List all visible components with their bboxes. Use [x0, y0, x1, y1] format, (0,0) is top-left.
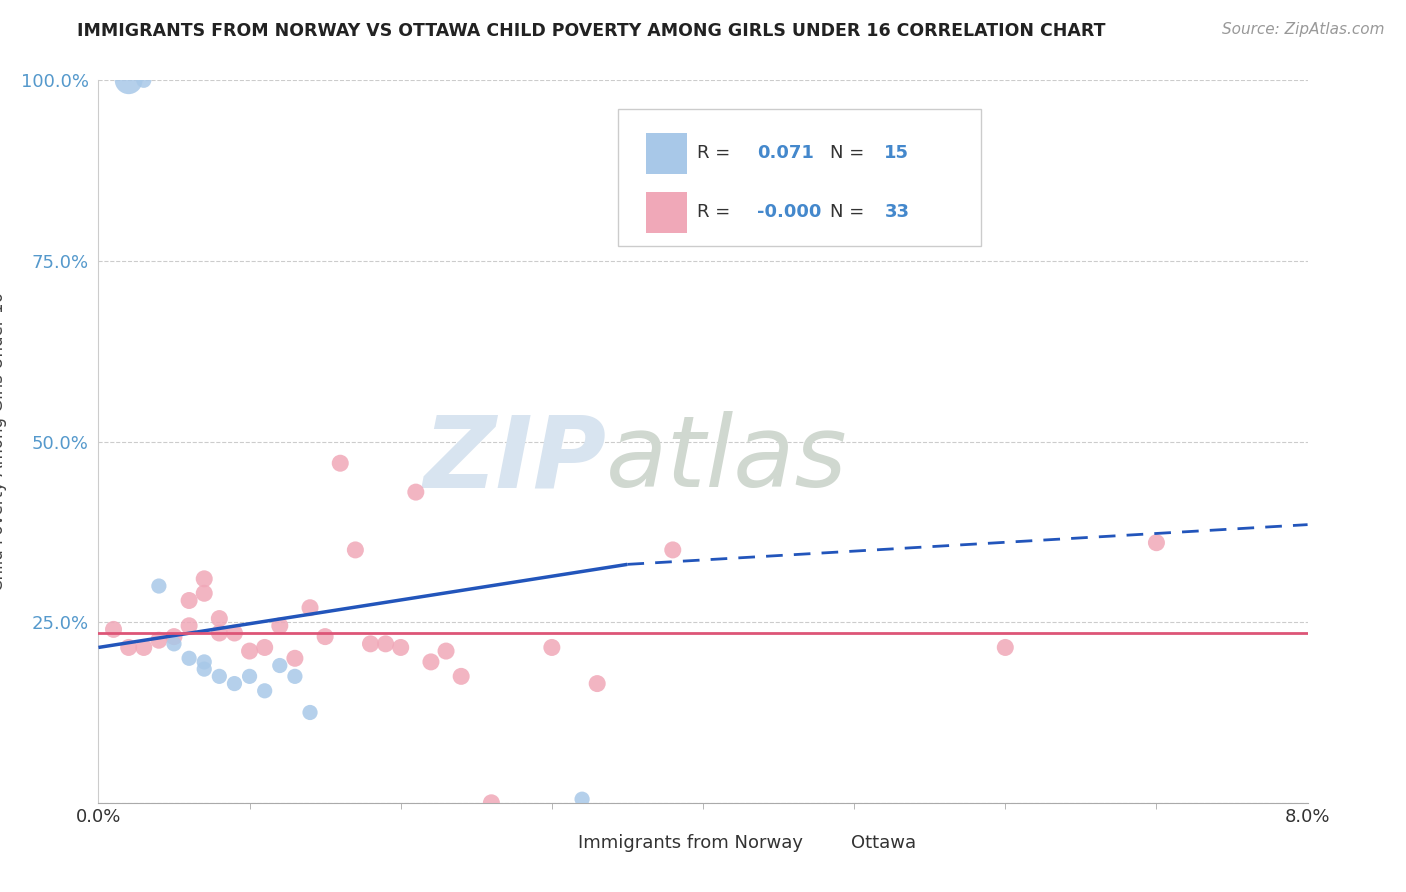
Point: [224, 676, 246, 690]
Point: [586, 676, 609, 690]
Point: [163, 630, 186, 644]
Point: [253, 640, 276, 655]
Text: Ottawa: Ottawa: [851, 833, 915, 852]
Point: [103, 623, 125, 637]
Y-axis label: Child Poverty Among Girls Under 16: Child Poverty Among Girls Under 16: [0, 292, 7, 591]
Text: 15: 15: [884, 145, 910, 162]
FancyBboxPatch shape: [647, 133, 688, 174]
FancyBboxPatch shape: [538, 828, 571, 858]
FancyBboxPatch shape: [619, 109, 981, 246]
Text: 33: 33: [884, 203, 910, 221]
Point: [163, 637, 186, 651]
Text: 0.071: 0.071: [758, 145, 814, 162]
Point: [1146, 535, 1168, 549]
Point: [661, 542, 683, 557]
Point: [224, 626, 246, 640]
Text: -0.000: -0.000: [758, 203, 821, 221]
Point: [193, 586, 215, 600]
Point: [193, 655, 215, 669]
Text: atlas: atlas: [606, 411, 848, 508]
Text: ZIP: ZIP: [423, 411, 606, 508]
Point: [450, 669, 472, 683]
Point: [118, 73, 141, 87]
Text: R =: R =: [697, 203, 735, 221]
Point: [389, 640, 412, 655]
Point: [434, 644, 457, 658]
Point: [239, 669, 262, 683]
Point: [284, 669, 307, 683]
Text: Source: ZipAtlas.com: Source: ZipAtlas.com: [1222, 22, 1385, 37]
FancyBboxPatch shape: [647, 192, 688, 233]
Point: [420, 655, 443, 669]
Point: [239, 644, 262, 658]
Point: [132, 73, 155, 87]
Text: Immigrants from Norway: Immigrants from Norway: [578, 833, 803, 852]
Point: [994, 640, 1017, 655]
Point: [193, 662, 215, 676]
Point: [360, 637, 382, 651]
Point: [571, 792, 593, 806]
Point: [208, 611, 231, 625]
Point: [118, 640, 141, 655]
Text: N =: N =: [830, 145, 870, 162]
Point: [405, 485, 427, 500]
Point: [314, 630, 336, 644]
Text: N =: N =: [830, 203, 870, 221]
Point: [148, 633, 170, 648]
Point: [179, 619, 201, 633]
Point: [148, 579, 170, 593]
Point: [540, 640, 562, 655]
Text: R =: R =: [697, 145, 735, 162]
Point: [299, 706, 322, 720]
Point: [208, 626, 231, 640]
Point: [253, 683, 276, 698]
Point: [329, 456, 352, 470]
Point: [179, 651, 201, 665]
Point: [344, 542, 367, 557]
Point: [481, 796, 503, 810]
Text: IMMIGRANTS FROM NORWAY VS OTTAWA CHILD POVERTY AMONG GIRLS UNDER 16 CORRELATION : IMMIGRANTS FROM NORWAY VS OTTAWA CHILD P…: [77, 22, 1107, 40]
FancyBboxPatch shape: [811, 828, 844, 858]
Point: [193, 572, 215, 586]
Point: [269, 619, 291, 633]
Point: [299, 600, 322, 615]
Point: [132, 640, 155, 655]
Point: [208, 669, 231, 683]
Point: [284, 651, 307, 665]
Point: [374, 637, 396, 651]
Point: [179, 593, 201, 607]
Point: [269, 658, 291, 673]
